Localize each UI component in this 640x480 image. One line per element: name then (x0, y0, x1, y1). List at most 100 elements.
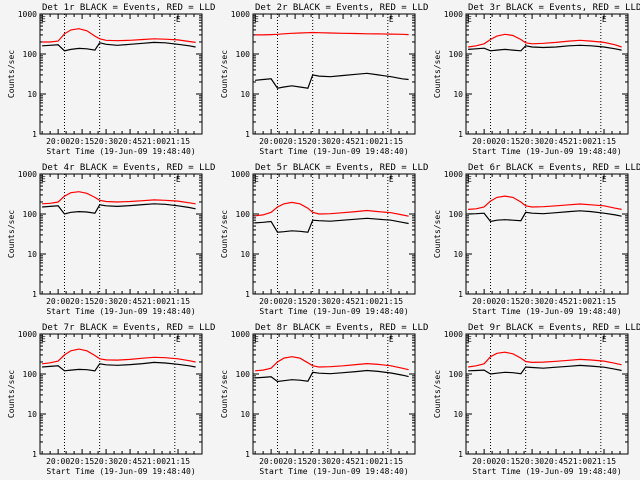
y-tick-label: 10 (240, 410, 250, 419)
x-axis-label: Start Time (19-Jun-09 19:48:40) (472, 147, 621, 156)
axes-frame (39, 173, 203, 295)
y-tick-label: 100 (449, 370, 464, 379)
panel-det-6: Det 6r BLACK = Events, RED = LLD E E 1 10 100… (433, 163, 640, 316)
panel-title: Det 8r BLACK = Events, RED = LLD (255, 323, 428, 333)
y-axis-label: Counts/sec (220, 370, 229, 418)
series-lld-line (468, 33, 622, 48)
axes-frame (252, 173, 416, 295)
x-tick-label: 20:30 (307, 137, 331, 146)
series-events-line (42, 203, 196, 215)
panel-title: Det 1r BLACK = Events, RED = LLD (42, 3, 215, 13)
series-events-line (468, 364, 622, 375)
x-tick-label: 20:00 (46, 457, 70, 466)
y-tick-label: 10 (240, 250, 250, 259)
series-lld-line (468, 195, 622, 210)
corner-mark-right: E (602, 15, 607, 24)
series-lld-line (42, 348, 196, 365)
x-tick-label: 20:45 (331, 297, 355, 306)
x-tick-label: 20:15 (283, 457, 307, 466)
corner-mark-right: E (176, 175, 181, 184)
x-tick-label: 21:00 (355, 297, 379, 306)
panel-title: Det 4r BLACK = Events, RED = LLD (42, 163, 215, 173)
x-tick-label: 20:00 (259, 297, 283, 306)
series-lld-line (42, 28, 196, 43)
series-events-line (42, 361, 196, 372)
corner-mark-left: E (467, 335, 472, 344)
x-axis-label: Start Time (19-Jun-09 19:48:40) (46, 307, 195, 316)
x-tick-label: 20:00 (259, 457, 283, 466)
y-tick-label: 1 (458, 450, 463, 459)
panel-det-8: Det 8r BLACK = Events, RED = LLD E E 1 10 100… (220, 323, 428, 476)
corner-mark-left: E (254, 15, 259, 24)
x-tick-label: 20:30 (307, 297, 331, 306)
x-tick-label: 21:15 (592, 137, 616, 146)
x-tick-label: 21:15 (166, 137, 190, 146)
panel-title: Det 7r BLACK = Events, RED = LLD (42, 323, 215, 333)
x-tick-label: 20:45 (331, 457, 355, 466)
x-tick-label: 21:00 (142, 297, 166, 306)
panel-det-5: Det 5r BLACK = Events, RED = LLD E E 1 10 100… (220, 163, 428, 316)
panel-title: Det 3r BLACK = Events, RED = LLD (468, 3, 640, 13)
x-tick-label: 21:15 (592, 457, 616, 466)
x-tick-label: 21:15 (592, 297, 616, 306)
y-tick-label: 1000 (18, 10, 37, 19)
x-axis-label: Start Time (19-Jun-09 19:48:40) (259, 147, 408, 156)
series-lld-line (42, 191, 196, 205)
x-tick-label: 20:30 (520, 137, 544, 146)
x-axis-label: Start Time (19-Jun-09 19:48:40) (46, 147, 195, 156)
x-tick-label: 20:00 (472, 297, 496, 306)
x-tick-label: 20:15 (283, 297, 307, 306)
y-tick-label: 1 (458, 290, 463, 299)
corner-mark-left: E (254, 175, 259, 184)
y-tick-label: 1 (245, 290, 250, 299)
x-tick-label: 20:00 (46, 297, 70, 306)
panel-det-7: Det 7r BLACK = Events, RED = LLD E E 1 10 100… (7, 323, 215, 476)
x-tick-label: 20:30 (307, 457, 331, 466)
x-tick-label: 20:00 (472, 137, 496, 146)
y-tick-label: 1000 (231, 330, 250, 339)
y-tick-label: 1 (32, 450, 37, 459)
y-tick-label: 1000 (231, 10, 250, 19)
x-tick-label: 20:45 (118, 297, 142, 306)
panel-title: Det 5r BLACK = Events, RED = LLD (255, 163, 428, 173)
y-axis-label: Counts/sec (433, 50, 442, 98)
x-tick-label: 20:15 (496, 457, 520, 466)
y-tick-label: 10 (27, 90, 37, 99)
corner-mark-right: E (389, 335, 394, 344)
x-tick-label: 21:15 (166, 457, 190, 466)
series-events-line (255, 369, 409, 383)
y-tick-label: 100 (449, 210, 464, 219)
x-tick-label: 20:30 (94, 457, 118, 466)
panel-det-1: Det 1r BLACK = Events, RED = LLD E E 1 10 100… (7, 3, 215, 156)
x-axis-label: Start Time (19-Jun-09 19:48:40) (46, 467, 195, 476)
x-tick-label: 20:30 (520, 457, 544, 466)
series-events-line (255, 217, 409, 233)
y-tick-label: 100 (23, 210, 38, 219)
x-tick-label: 20:15 (283, 137, 307, 146)
y-tick-label: 10 (453, 250, 463, 259)
y-tick-label: 10 (27, 250, 37, 259)
axes-frame (39, 333, 203, 455)
y-tick-label: 1000 (444, 330, 463, 339)
corner-mark-left: E (467, 15, 472, 24)
x-tick-label: 21:15 (379, 297, 403, 306)
axes-frame (252, 333, 416, 455)
y-axis-label: Counts/sec (7, 370, 16, 418)
series-lld-line (468, 351, 622, 368)
panel-title: Det 9r BLACK = Events, RED = LLD (468, 323, 640, 333)
series-lld-line (255, 201, 409, 217)
y-tick-label: 1000 (18, 330, 37, 339)
y-axis-label: Counts/sec (433, 370, 442, 418)
panel-title: Det 2r BLACK = Events, RED = LLD (255, 3, 428, 13)
x-tick-label: 20:30 (94, 297, 118, 306)
axes-frame (465, 13, 629, 135)
x-tick-label: 20:00 (259, 137, 283, 146)
y-tick-label: 100 (236, 210, 251, 219)
x-tick-label: 20:00 (472, 457, 496, 466)
x-axis-label: Start Time (19-Jun-09 19:48:40) (259, 467, 408, 476)
axes-frame (252, 13, 416, 135)
panel-det-3: Det 3r BLACK = Events, RED = LLD E E 1 10 100… (433, 3, 640, 156)
x-tick-label: 20:15 (70, 137, 94, 146)
panel-det-9: Det 9r BLACK = Events, RED = LLD E E 1 10 100… (433, 323, 640, 476)
x-tick-label: 21:00 (142, 457, 166, 466)
